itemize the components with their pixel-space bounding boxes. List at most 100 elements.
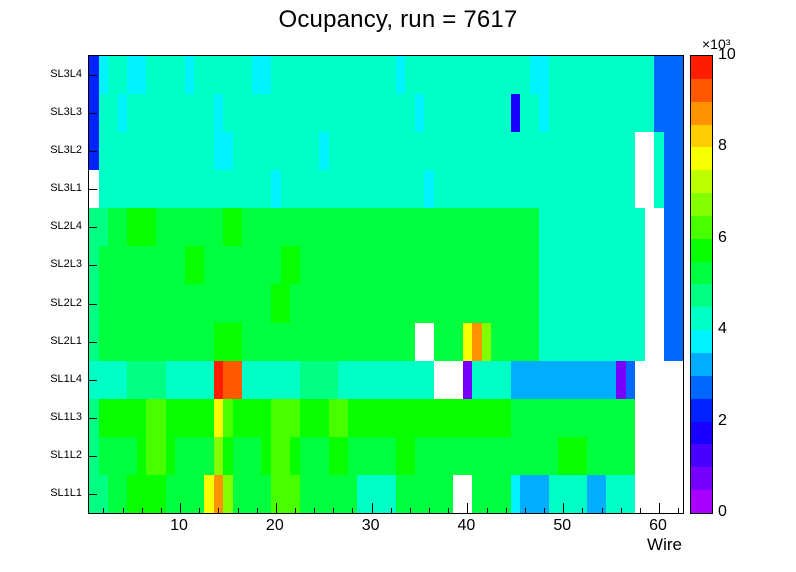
- heatmap-cell: [98, 132, 109, 171]
- heatmap-cell: [89, 398, 99, 437]
- heatmap-cell: [654, 246, 664, 285]
- heatmap-cell: [156, 360, 166, 399]
- heatmap-cell: [558, 246, 569, 285]
- heatmap-cell: [156, 398, 166, 437]
- heatmap-cell: [280, 94, 291, 133]
- heatmap-cell: [663, 360, 674, 399]
- heatmap-cell: [175, 436, 185, 475]
- heatmap-cell: [213, 398, 224, 437]
- heatmap-cell: [510, 436, 521, 475]
- heatmap-cell: [366, 56, 377, 95]
- heatmap-cell: [510, 246, 521, 285]
- heatmap-cell: [203, 208, 214, 247]
- heatmap-cell: [510, 56, 521, 95]
- heatmap-cell: [424, 132, 434, 171]
- heatmap-cell: [242, 398, 252, 437]
- heatmap-cell: [251, 436, 262, 475]
- heatmap-cell: [232, 132, 243, 171]
- heatmap-cell: [472, 132, 482, 171]
- heatmap-cell: [424, 208, 434, 247]
- heatmap-cell: [529, 246, 540, 285]
- heatmap-cell: [261, 322, 272, 361]
- y-axis-label: SL3L2: [50, 144, 82, 157]
- heatmap-cell: [242, 360, 252, 399]
- heatmap-cell: [175, 360, 185, 399]
- heatmap-cell: [433, 246, 444, 285]
- heatmap-cell: [433, 436, 444, 475]
- heatmap-cell: [520, 56, 530, 95]
- heatmap-cell: [539, 94, 549, 133]
- heatmap-cell: [328, 56, 339, 95]
- heatmap-cell: [510, 132, 521, 171]
- heatmap-cell: [462, 170, 473, 209]
- heatmap-cell: [539, 474, 549, 513]
- heatmap-cell: [175, 170, 185, 209]
- heatmap-cell: [462, 94, 473, 133]
- heatmap-cell: [472, 474, 482, 513]
- heatmap-cell: [414, 436, 425, 475]
- heatmap-cell: [548, 322, 559, 361]
- heatmap-cell: [673, 284, 683, 323]
- colorbar: [690, 55, 713, 514]
- heatmap-cell: [481, 436, 492, 475]
- heatmap-cell: [318, 56, 329, 95]
- heatmap-cell: [203, 360, 214, 399]
- heatmap-cell: [453, 360, 463, 399]
- heatmap-cell: [654, 398, 664, 437]
- heatmap-cell: [635, 322, 645, 361]
- heatmap-cell: [280, 56, 291, 95]
- heatmap-cell: [654, 56, 664, 95]
- heatmap-cell: [376, 132, 386, 171]
- heatmap-cell: [127, 398, 137, 437]
- heatmap-cell: [587, 208, 597, 247]
- heatmap-cell: [395, 398, 406, 437]
- colorbar-band: [691, 398, 712, 422]
- heatmap-cell: [108, 94, 118, 133]
- heatmap-cell: [165, 284, 176, 323]
- heatmap-cell: [184, 284, 195, 323]
- heatmap-cell: [328, 360, 339, 399]
- heatmap-cell: [146, 246, 157, 285]
- heatmap-cell: [606, 436, 616, 475]
- heatmap-cell: [520, 398, 530, 437]
- heatmap-cell: [414, 474, 425, 513]
- heatmap-cell: [462, 436, 473, 475]
- heatmap-cell: [232, 284, 243, 323]
- heatmap-cell: [663, 474, 674, 513]
- heatmap-cell: [127, 94, 137, 133]
- heatmap-cell: [357, 170, 367, 209]
- heatmap-cell: [500, 360, 511, 399]
- heatmap-cell: [136, 132, 147, 171]
- heatmap-cell: [596, 56, 607, 95]
- heatmap-cell: [548, 284, 559, 323]
- heatmap-cell: [673, 474, 683, 513]
- heatmap-cell: [663, 170, 674, 209]
- heatmap-cell: [184, 94, 195, 133]
- heatmap-cell: [635, 208, 645, 247]
- heatmap-cell: [606, 56, 616, 95]
- heatmap-cell: [242, 208, 252, 247]
- heatmap-cell: [271, 360, 281, 399]
- heatmap-cell: [203, 246, 214, 285]
- heatmap-cell: [318, 132, 329, 171]
- heatmap-cell: [347, 208, 358, 247]
- heatmap-cell: [433, 208, 444, 247]
- heatmap-cell: [357, 474, 367, 513]
- heatmap-cell: [644, 246, 655, 285]
- heatmap-cell: [184, 398, 195, 437]
- heatmap-cell: [156, 208, 166, 247]
- heatmap-cell: [500, 170, 511, 209]
- heatmap-cell: [405, 246, 415, 285]
- heatmap-cell: [299, 246, 310, 285]
- heatmap-cell: [539, 170, 549, 209]
- heatmap-cell: [203, 474, 214, 513]
- heatmap-cell: [290, 94, 300, 133]
- heatmap-cell: [453, 56, 463, 95]
- heatmap-cell: [462, 398, 473, 437]
- colorbar-band: [691, 147, 712, 171]
- heatmap-cell: [213, 208, 224, 247]
- heatmap-cell: [108, 170, 118, 209]
- colorbar-band: [691, 307, 712, 331]
- heatmap-cell: [89, 246, 99, 285]
- heatmap-cell: [194, 360, 204, 399]
